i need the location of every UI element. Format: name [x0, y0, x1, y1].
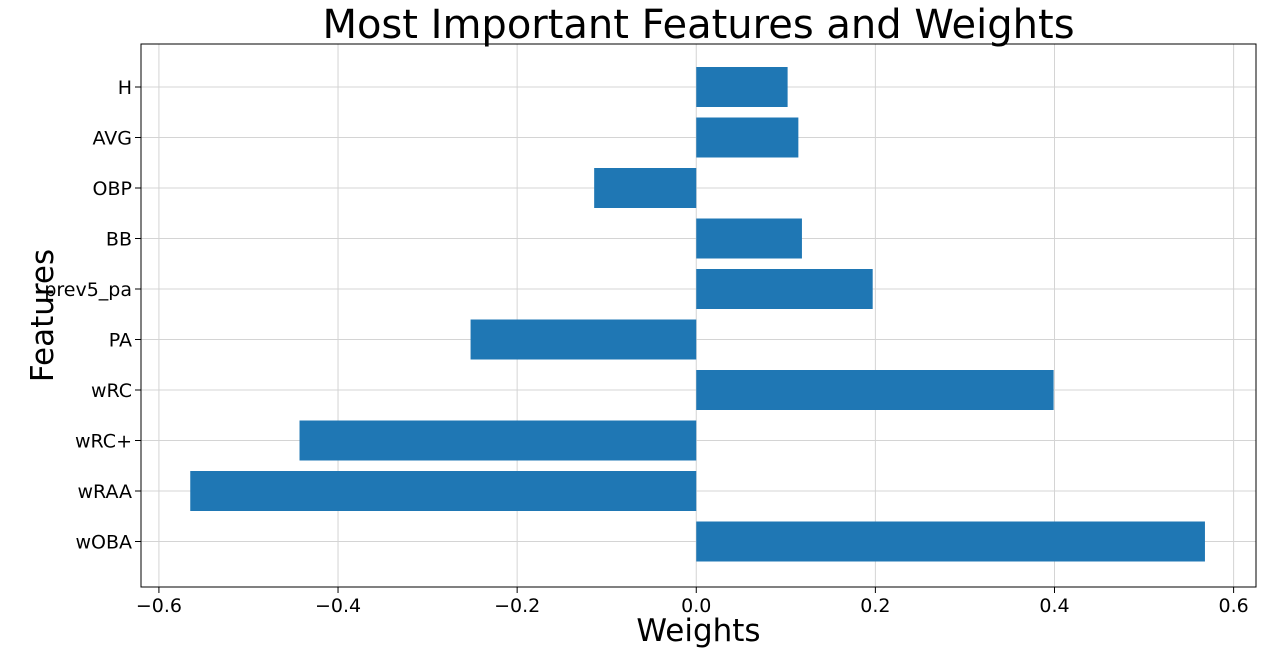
- y-tick-label: wOBA: [75, 532, 132, 554]
- bars: [190, 67, 1205, 562]
- x-axis-label: Weights: [636, 613, 760, 649]
- y-tick-label: wRC+: [75, 431, 132, 453]
- y-tick-label: wRC: [91, 380, 132, 402]
- bar-h: [696, 67, 788, 107]
- chart-title: Most Important Features and Weights: [322, 2, 1074, 48]
- x-tick-label: 0.0: [681, 595, 711, 617]
- y-tick-label: wRAA: [78, 481, 133, 503]
- x-axis: −0.6 −0.4 −0.2 0.0 0.2 0.4 0.6: [136, 587, 1249, 617]
- bar-prev5-pa: [696, 269, 873, 309]
- x-tick-label: 0.4: [1039, 595, 1069, 617]
- bar-woba: [696, 521, 1205, 562]
- y-tick-label: AVG: [92, 128, 132, 150]
- bar-wraa: [190, 471, 697, 511]
- y-tick-label: PA: [109, 330, 132, 352]
- y-tick-label: prev5_pa: [44, 279, 132, 301]
- x-tick-label: −0.2: [494, 595, 540, 617]
- x-tick-label: −0.6: [136, 595, 182, 617]
- y-tick-label: H: [118, 77, 132, 99]
- bar-wrc-: [299, 420, 697, 461]
- y-tick-label: OBP: [93, 178, 132, 200]
- plot-frame: [140, 43, 1257, 588]
- x-tick-label: 0.2: [860, 595, 890, 617]
- bar-obp: [594, 168, 697, 208]
- bar-wrc: [696, 370, 1054, 410]
- x-tick-label: −0.4: [315, 595, 361, 617]
- bar-pa: [470, 319, 697, 360]
- bar-avg: [696, 117, 799, 158]
- y-tick-label: BB: [106, 229, 132, 251]
- y-axis-label: Features: [25, 249, 61, 382]
- bar-bb: [696, 218, 802, 259]
- y-axis: wOBA wRAA wRC+ wRC PA prev5_pa BB OBP AVG H: [44, 77, 141, 554]
- x-tick-label: 0.6: [1219, 595, 1249, 617]
